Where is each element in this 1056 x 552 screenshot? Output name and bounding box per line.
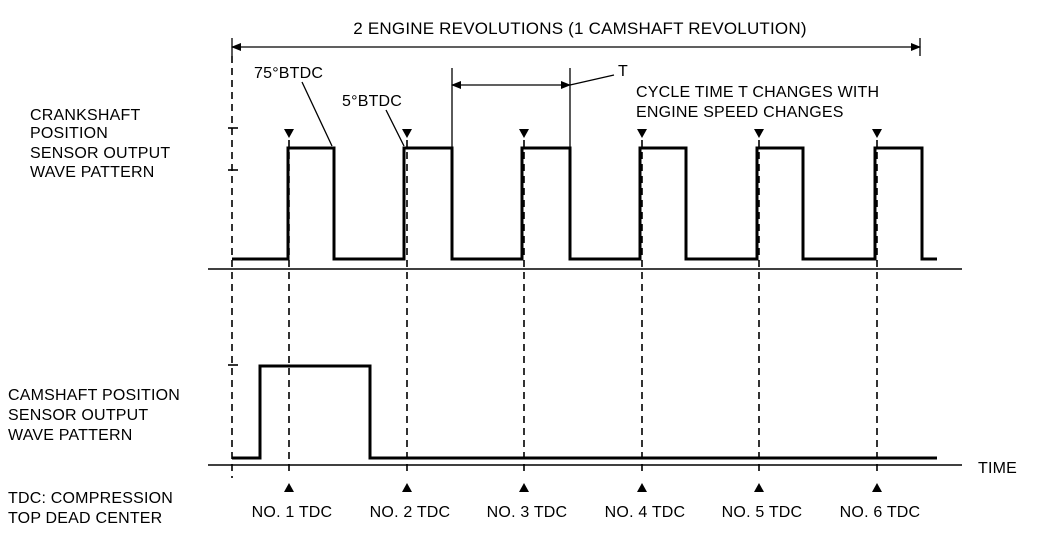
tdc-2-top-triangle [402, 129, 412, 138]
crank-label-2: POSITION [30, 125, 108, 142]
tdc-marker-5 [754, 129, 764, 492]
btdc75-leader [301, 81, 333, 147]
cam-label-2: SENSOR OUTPUT [8, 407, 148, 424]
tdc-label-2: NO. 2 TDC [370, 504, 451, 521]
btdc5-leader [385, 109, 405, 147]
tdc-1-top-triangle [284, 129, 294, 138]
tdc-marker-3 [519, 129, 529, 492]
tdc-marker-1 [284, 129, 294, 492]
tdc-label-5: NO. 5 TDC [722, 504, 803, 521]
btdc75-label: 75°BTDC [254, 65, 323, 82]
cycle-note-2: ENGINE SPEED CHANGES [636, 104, 844, 121]
tdc-marker-2 [402, 129, 412, 492]
tdc-6-bottom-triangle [872, 483, 882, 492]
crankshaft-waveform [232, 146, 937, 261]
btdc5-label: 5°BTDC [342, 93, 402, 110]
tdc-3-top-triangle [519, 129, 529, 138]
tdc-note-2: TOP DEAD CENTER [8, 510, 162, 527]
cycle-time-t-label: T [618, 63, 628, 80]
tdc-label-3: NO. 3 TDC [487, 504, 568, 521]
crank-label-1: CRANKSHAFT [30, 107, 140, 124]
tdc-6-top-triangle [872, 129, 882, 138]
camshaft-waveform [232, 364, 937, 460]
cam-label-1: CAMSHAFT POSITION [8, 387, 180, 404]
tdc-3-bottom-triangle [519, 483, 529, 492]
tdc-5-bottom-triangle [754, 483, 764, 492]
diagram-title: 2 ENGINE REVOLUTIONS (1 CAMSHAFT REVOLUT… [353, 19, 806, 38]
tdc-2-bottom-triangle [402, 483, 412, 492]
cam-label-3: WAVE PATTERN [8, 427, 132, 444]
crank-label-4: WAVE PATTERN [30, 164, 154, 181]
tdc-1-bottom-triangle [284, 483, 294, 492]
t-leader [569, 74, 615, 86]
tdc-marker-4 [637, 129, 647, 492]
tdc-note-1: TDC: COMPRESSION [8, 490, 173, 507]
tdc-label-6: NO. 6 TDC [840, 504, 921, 521]
tdc-5-top-triangle [754, 129, 764, 138]
tdc-marker-6 [872, 129, 882, 492]
tdc-label-1: NO. 1 TDC [252, 504, 333, 521]
tdc-4-bottom-triangle [637, 483, 647, 492]
time-axis-label: TIME [978, 460, 1017, 477]
tdc-4-top-triangle [637, 129, 647, 138]
crank-label-3: SENSOR OUTPUT [30, 145, 170, 162]
cycle-note-1: CYCLE TIME T CHANGES WITH [636, 84, 879, 101]
tdc-label-4: NO. 4 TDC [605, 504, 686, 521]
